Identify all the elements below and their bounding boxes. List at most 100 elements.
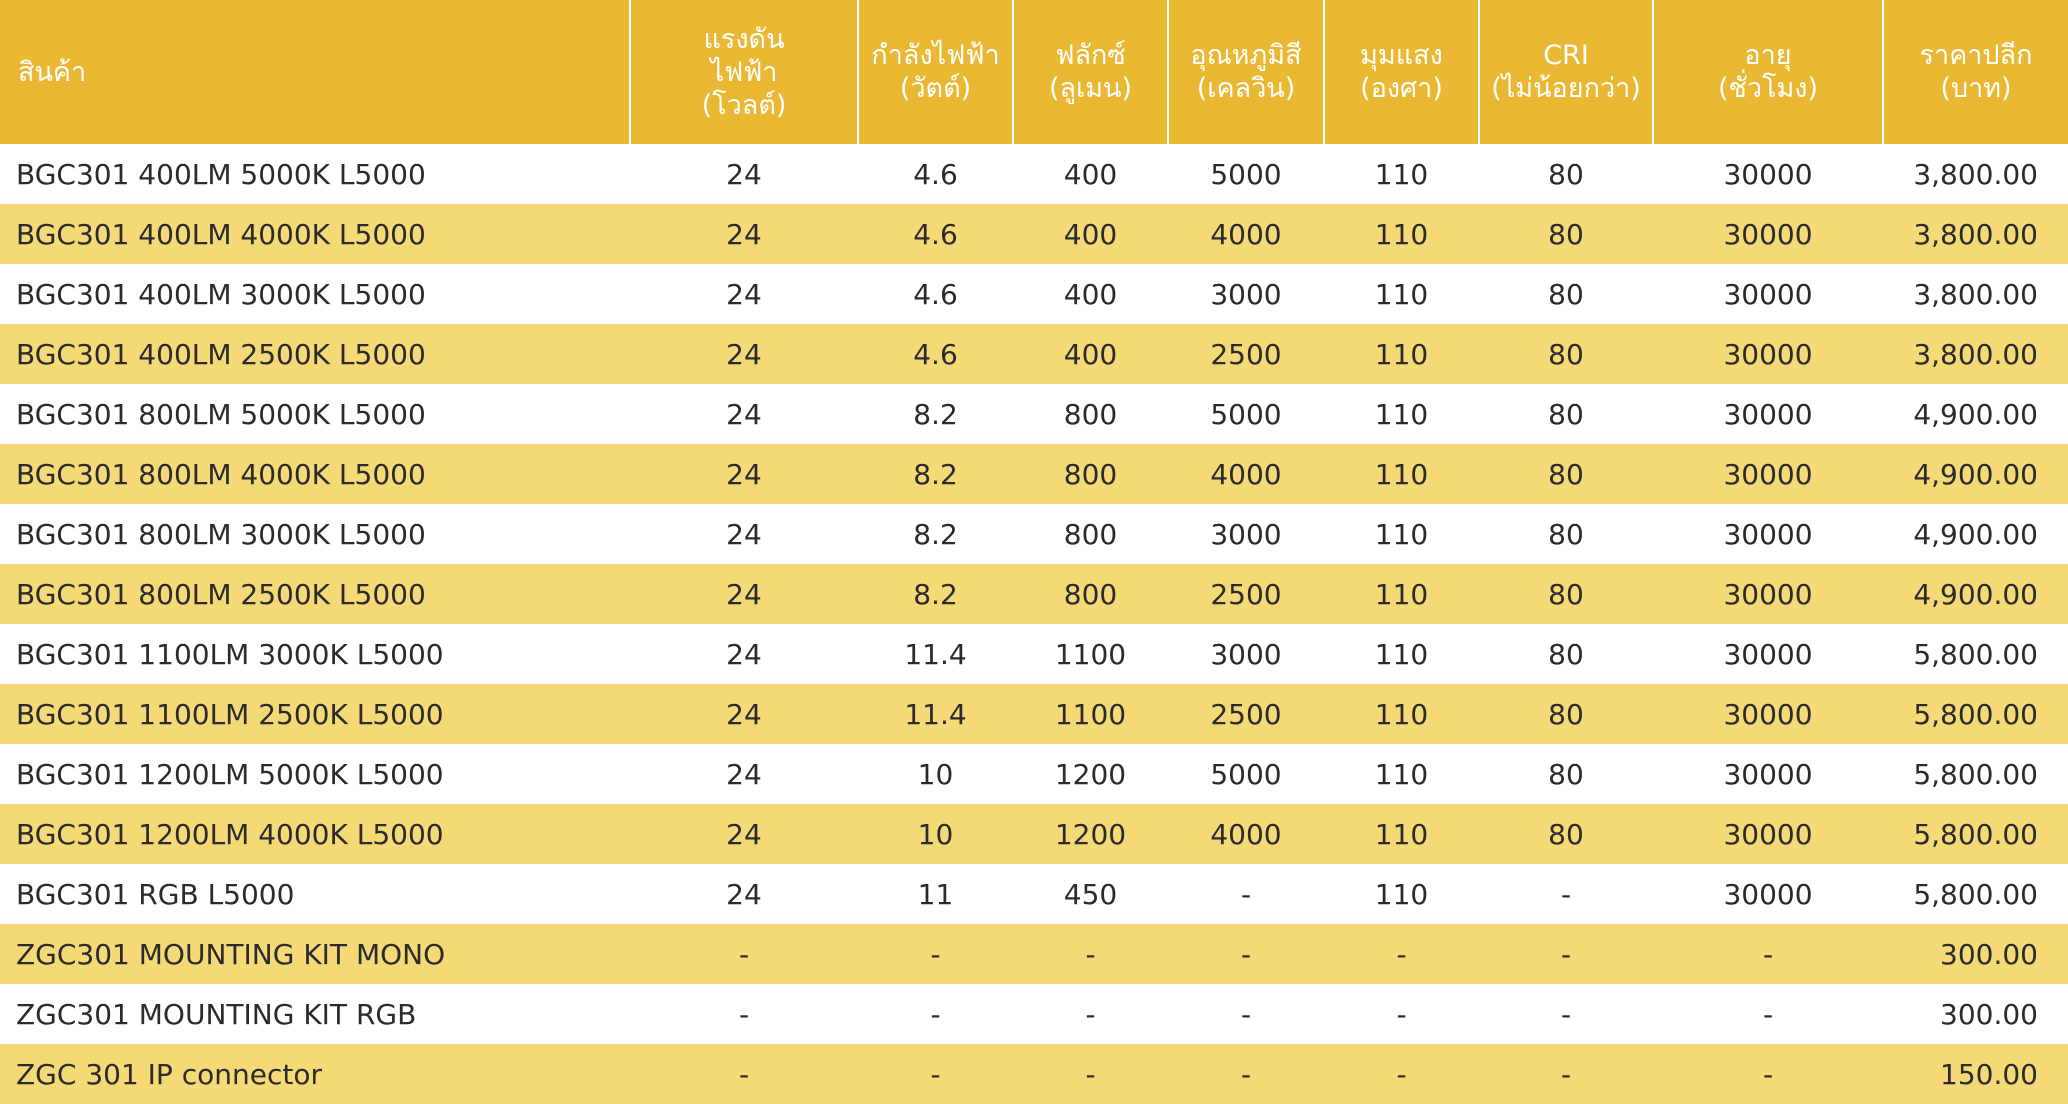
header-color-temp-line-2: (เคลวิน) [1196, 73, 1296, 104]
cell-cri: 80 [1479, 144, 1653, 204]
cell-lifetime: 30000 [1653, 144, 1883, 204]
cell-cri: 80 [1479, 324, 1653, 384]
cell-cri: 80 [1479, 804, 1653, 864]
cell-product: ZGC301 MOUNTING KIT MONO [0, 924, 630, 984]
cell-retail-price: 3,800.00 [1883, 264, 2068, 324]
cell-color-temp: - [1168, 864, 1324, 924]
cell-voltage: 24 [630, 504, 858, 564]
cell-voltage: 24 [630, 804, 858, 864]
cell-cri: - [1479, 924, 1653, 984]
cell-lifetime: 30000 [1653, 624, 1883, 684]
cell-flux: 800 [1013, 384, 1168, 444]
header-retail-price-line-1: ราคาปลีก [1919, 40, 2033, 71]
cell-beam-angle: 110 [1324, 564, 1479, 624]
cell-retail-price: 4,900.00 [1883, 504, 2068, 564]
cell-beam-angle: - [1324, 984, 1479, 1044]
cell-voltage: - [630, 984, 858, 1044]
cell-cri: - [1479, 1044, 1653, 1104]
cell-color-temp: 4000 [1168, 444, 1324, 504]
header-lifetime-line-2: (ชั่วโมง) [1717, 73, 1819, 104]
cell-voltage: 24 [630, 444, 858, 504]
cell-retail-price: 4,900.00 [1883, 384, 2068, 444]
cell-voltage: 24 [630, 744, 858, 804]
cell-flux: 800 [1013, 444, 1168, 504]
table-row: BGC301 800LM 4000K L5000 24 8.2 800 4000 110 8… [0, 444, 2068, 504]
cell-retail-price: 150.00 [1883, 1044, 2068, 1104]
header-color-temp-line-1: อุณหภูมิสี [1190, 40, 1302, 71]
cell-beam-angle: - [1324, 1044, 1479, 1104]
header-flux-line-2: (ลูเมน) [1048, 73, 1133, 104]
cell-lifetime: 30000 [1653, 264, 1883, 324]
cell-cri: 80 [1479, 624, 1653, 684]
cell-beam-angle: 110 [1324, 864, 1479, 924]
cell-beam-angle: 110 [1324, 504, 1479, 564]
cell-retail-price: 4,900.00 [1883, 444, 2068, 504]
cell-flux: 450 [1013, 864, 1168, 924]
cell-flux: 400 [1013, 324, 1168, 384]
cell-color-temp: 4000 [1168, 204, 1324, 264]
cell-power: 4.6 [858, 324, 1013, 384]
cell-product: BGC301 400LM 4000K L5000 [0, 204, 630, 264]
cell-retail-price: 3,800.00 [1883, 144, 2068, 204]
cell-power: 8.2 [858, 504, 1013, 564]
table-row: ZGC301 MOUNTING KIT RGB - - - - - - -300.00 [0, 984, 2068, 1044]
cell-flux: 800 [1013, 564, 1168, 624]
cell-power: 4.6 [858, 204, 1013, 264]
cell-power: 8.2 [858, 564, 1013, 624]
cell-power: 4.6 [858, 264, 1013, 324]
cell-flux: 1200 [1013, 804, 1168, 864]
cell-lifetime: - [1653, 1044, 1883, 1104]
cell-voltage: 24 [630, 144, 858, 204]
table-row: BGC301 RGB L5000 24 11 450-110-30000 5,800.0… [0, 864, 2068, 924]
table-row: BGC301 400LM 4000K L5000 24 4.6 400 4000 110 8… [0, 204, 2068, 264]
cell-color-temp: 5000 [1168, 384, 1324, 444]
cell-flux: 400 [1013, 264, 1168, 324]
cell-flux: 1100 [1013, 684, 1168, 744]
cell-product: BGC301 1100LM 2500K L5000 [0, 684, 630, 744]
cell-color-temp: 2500 [1168, 564, 1324, 624]
cell-beam-angle: 110 [1324, 684, 1479, 744]
cell-cri: - [1479, 864, 1653, 924]
cell-voltage: - [630, 924, 858, 984]
cell-product: BGC301 1200LM 5000K L5000 [0, 744, 630, 804]
table-row: BGC301 800LM 5000K L5000 24 8.2 800 5000 110 8… [0, 384, 2068, 444]
cell-retail-price: 5,800.00 [1883, 864, 2068, 924]
cell-lifetime: 30000 [1653, 564, 1883, 624]
cell-power: 11.4 [858, 624, 1013, 684]
cell-lifetime: 30000 [1653, 864, 1883, 924]
cell-beam-angle: 110 [1324, 144, 1479, 204]
cell-power: - [858, 984, 1013, 1044]
cell-cri: 80 [1479, 744, 1653, 804]
table-row: BGC301 1200LM 4000K L5000 24 10 1200 4000 110… [0, 804, 2068, 864]
cell-beam-angle: 110 [1324, 324, 1479, 384]
header-cri-line-1: CRI [1543, 40, 1589, 71]
header-lifetime-line-1: อายุ [1744, 40, 1792, 71]
cell-color-temp: 2500 [1168, 324, 1324, 384]
table-row: BGC301 800LM 2500K L5000 24 8.2 800 2500 110 8… [0, 564, 2068, 624]
header-voltage-line-2: ไฟฟ้า [710, 56, 778, 88]
cell-retail-price: 5,800.00 [1883, 804, 2068, 864]
header-product-label: สินค้า [18, 56, 87, 88]
cell-product: ZGC 301 IP connector [0, 1044, 630, 1104]
header-beam-angle: มุมแสง (องศา) [1324, 0, 1480, 144]
cell-power: 11 [858, 864, 1013, 924]
header-beam-angle-line-1: มุมแสง [1360, 40, 1443, 71]
cell-cri: 80 [1479, 564, 1653, 624]
cell-power: 4.6 [858, 144, 1013, 204]
cell-voltage: 24 [630, 384, 858, 444]
cell-retail-price: 5,800.00 [1883, 684, 2068, 744]
cell-power: - [858, 924, 1013, 984]
cell-color-temp: 3000 [1168, 624, 1324, 684]
cell-lifetime: 30000 [1653, 444, 1883, 504]
cell-lifetime: 30000 [1653, 684, 1883, 744]
cell-retail-price: 4,900.00 [1883, 564, 2068, 624]
cell-voltage: 24 [630, 204, 858, 264]
header-flux: ฟลักซ์ (ลูเมน) [1013, 0, 1169, 144]
header-power-line-2: (วัตต์) [899, 73, 972, 104]
cell-lifetime: 30000 [1653, 804, 1883, 864]
header-color-temp: อุณหภูมิสี (เคลวิน) [1168, 0, 1325, 144]
table-row: BGC301 400LM 3000K L5000 24 4.6 400 3000 110 8… [0, 264, 2068, 324]
table-row: BGC301 400LM 2500K L5000 24 4.6 400 2500 110 8… [0, 324, 2068, 384]
cell-cri: 80 [1479, 444, 1653, 504]
